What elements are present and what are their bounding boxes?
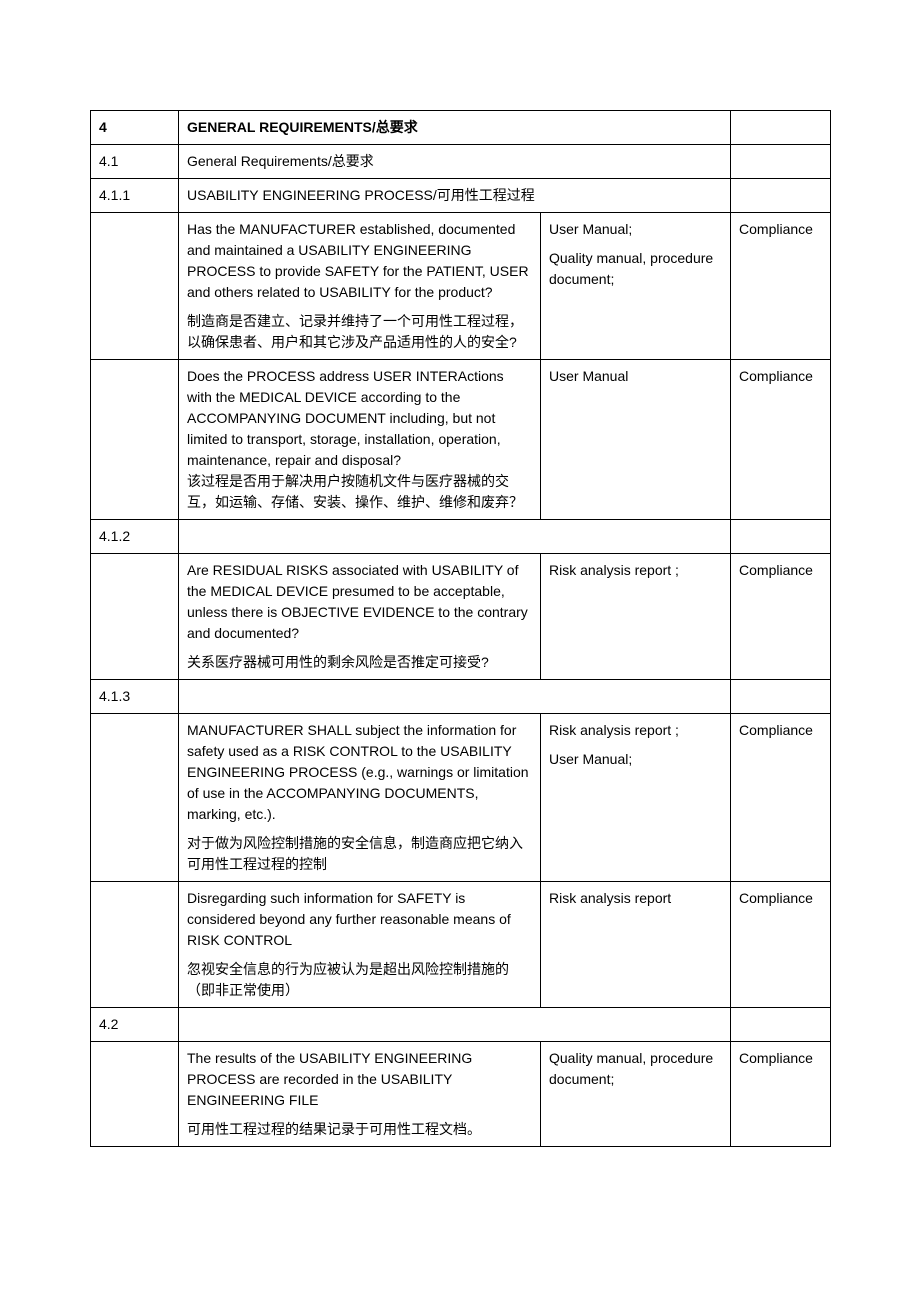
compliance-result: Compliance <box>731 213 831 360</box>
description-text: Has the MANUFACTURER established, docume… <box>187 219 532 303</box>
requirement-description: MANUFACTURER SHALL subject the informati… <box>179 714 541 882</box>
requirement-description: Has the MANUFACTURER established, docume… <box>179 213 541 360</box>
empty-cell <box>179 520 731 554</box>
table-row: 4GENERAL REQUIREMENTS/总要求 <box>91 111 831 145</box>
description-text: MANUFACTURER SHALL subject the informati… <box>187 720 532 825</box>
reference-documents: Risk analysis report ; <box>541 554 731 680</box>
section-title: USABILITY ENGINEERING PROCESS/可用性工程过程 <box>179 179 731 213</box>
reference-line: Risk analysis report ; <box>549 560 722 581</box>
compliance-result: Compliance <box>731 554 831 680</box>
compliance-result: Compliance <box>731 714 831 882</box>
requirements-table: 4GENERAL REQUIREMENTS/总要求4.1General Requ… <box>90 110 831 1147</box>
table-row: 4.1General Requirements/总要求 <box>91 145 831 179</box>
section-number: 4.1.2 <box>91 520 179 554</box>
reference-line: Risk analysis report ; <box>549 720 722 741</box>
compliance-result: Compliance <box>731 882 831 1008</box>
reference-documents: Risk analysis report ; User Manual; <box>541 714 731 882</box>
description-text-zh: 可用性工程过程的结果记录于可用性工程文档。 <box>187 1119 532 1140</box>
description-text-zh: 对于做为风险控制措施的安全信息，制造商应把它纳入可用性工程过程的控制 <box>187 833 532 875</box>
empty-cell <box>731 145 831 179</box>
table-row: Disregarding such information for SAFETY… <box>91 882 831 1008</box>
empty-cell <box>179 1008 731 1042</box>
reference-line: User Manual; <box>549 749 722 770</box>
empty-cell <box>731 111 831 145</box>
table-row: Are RESIDUAL RISKS associated with USABI… <box>91 554 831 680</box>
description-text: Are RESIDUAL RISKS associated with USABI… <box>187 560 532 644</box>
description-text: The results of the USABILITY ENGINEERING… <box>187 1048 532 1111</box>
empty-cell <box>731 520 831 554</box>
reference-line: Quality manual, procedure document; <box>549 248 722 290</box>
reference-documents: User Manual <box>541 360 731 520</box>
section-title: General Requirements/总要求 <box>179 145 731 179</box>
section-number <box>91 882 179 1008</box>
table-row: 4.1.2 <box>91 520 831 554</box>
empty-cell <box>731 680 831 714</box>
table-row: 4.1.3 <box>91 680 831 714</box>
table-row: MANUFACTURER SHALL subject the informati… <box>91 714 831 882</box>
section-number: 4 <box>91 111 179 145</box>
empty-cell <box>731 1008 831 1042</box>
empty-cell <box>179 680 731 714</box>
requirement-description: The results of the USABILITY ENGINEERING… <box>179 1042 541 1147</box>
reference-documents: Quality manual, procedure document; <box>541 1042 731 1147</box>
section-number <box>91 1042 179 1147</box>
section-number <box>91 360 179 520</box>
description-text-zh: 该过程是否用于解决用户按随机文件与医疗器械的交互，如运输、存储、安装、操作、维护… <box>187 471 532 513</box>
table-row: 4.1.1USABILITY ENGINEERING PROCESS/可用性工程… <box>91 179 831 213</box>
section-number: 4.2 <box>91 1008 179 1042</box>
section-number <box>91 714 179 882</box>
description-text: Disregarding such information for SAFETY… <box>187 888 532 951</box>
section-number: 4.1.1 <box>91 179 179 213</box>
table-row: Has the MANUFACTURER established, docume… <box>91 213 831 360</box>
compliance-result: Compliance <box>731 360 831 520</box>
description-text-zh: 忽视安全信息的行为应被认为是超出风险控制措施的（即非正常使用） <box>187 959 532 1001</box>
compliance-result: Compliance <box>731 1042 831 1147</box>
reference-line: Quality manual, procedure document; <box>549 1048 722 1090</box>
section-number: 4.1 <box>91 145 179 179</box>
requirement-description: Does the PROCESS address USER INTERActio… <box>179 360 541 520</box>
requirement-description: Disregarding such information for SAFETY… <box>179 882 541 1008</box>
reference-line: Risk analysis report <box>549 888 722 909</box>
reference-documents: User Manual; Quality manual, procedure do… <box>541 213 731 360</box>
table-row: The results of the USABILITY ENGINEERING… <box>91 1042 831 1147</box>
section-number <box>91 213 179 360</box>
section-number <box>91 554 179 680</box>
description-text-zh: 关系医疗器械可用性的剩余风险是否推定可接受? <box>187 652 532 673</box>
reference-documents: Risk analysis report <box>541 882 731 1008</box>
section-number: 4.1.3 <box>91 680 179 714</box>
description-text: Does the PROCESS address USER INTERActio… <box>187 366 532 471</box>
description-text-zh: 制造商是否建立、记录并维持了一个可用性工程过程，以确保患者、用户和其它涉及产品适… <box>187 311 532 353</box>
reference-line: User Manual <box>549 366 722 387</box>
empty-cell <box>731 179 831 213</box>
requirement-description: Are RESIDUAL RISKS associated with USABI… <box>179 554 541 680</box>
table-row: Does the PROCESS address USER INTERActio… <box>91 360 831 520</box>
table-row: 4.2 <box>91 1008 831 1042</box>
section-title: GENERAL REQUIREMENTS/总要求 <box>179 111 731 145</box>
reference-line: User Manual; <box>549 219 722 240</box>
